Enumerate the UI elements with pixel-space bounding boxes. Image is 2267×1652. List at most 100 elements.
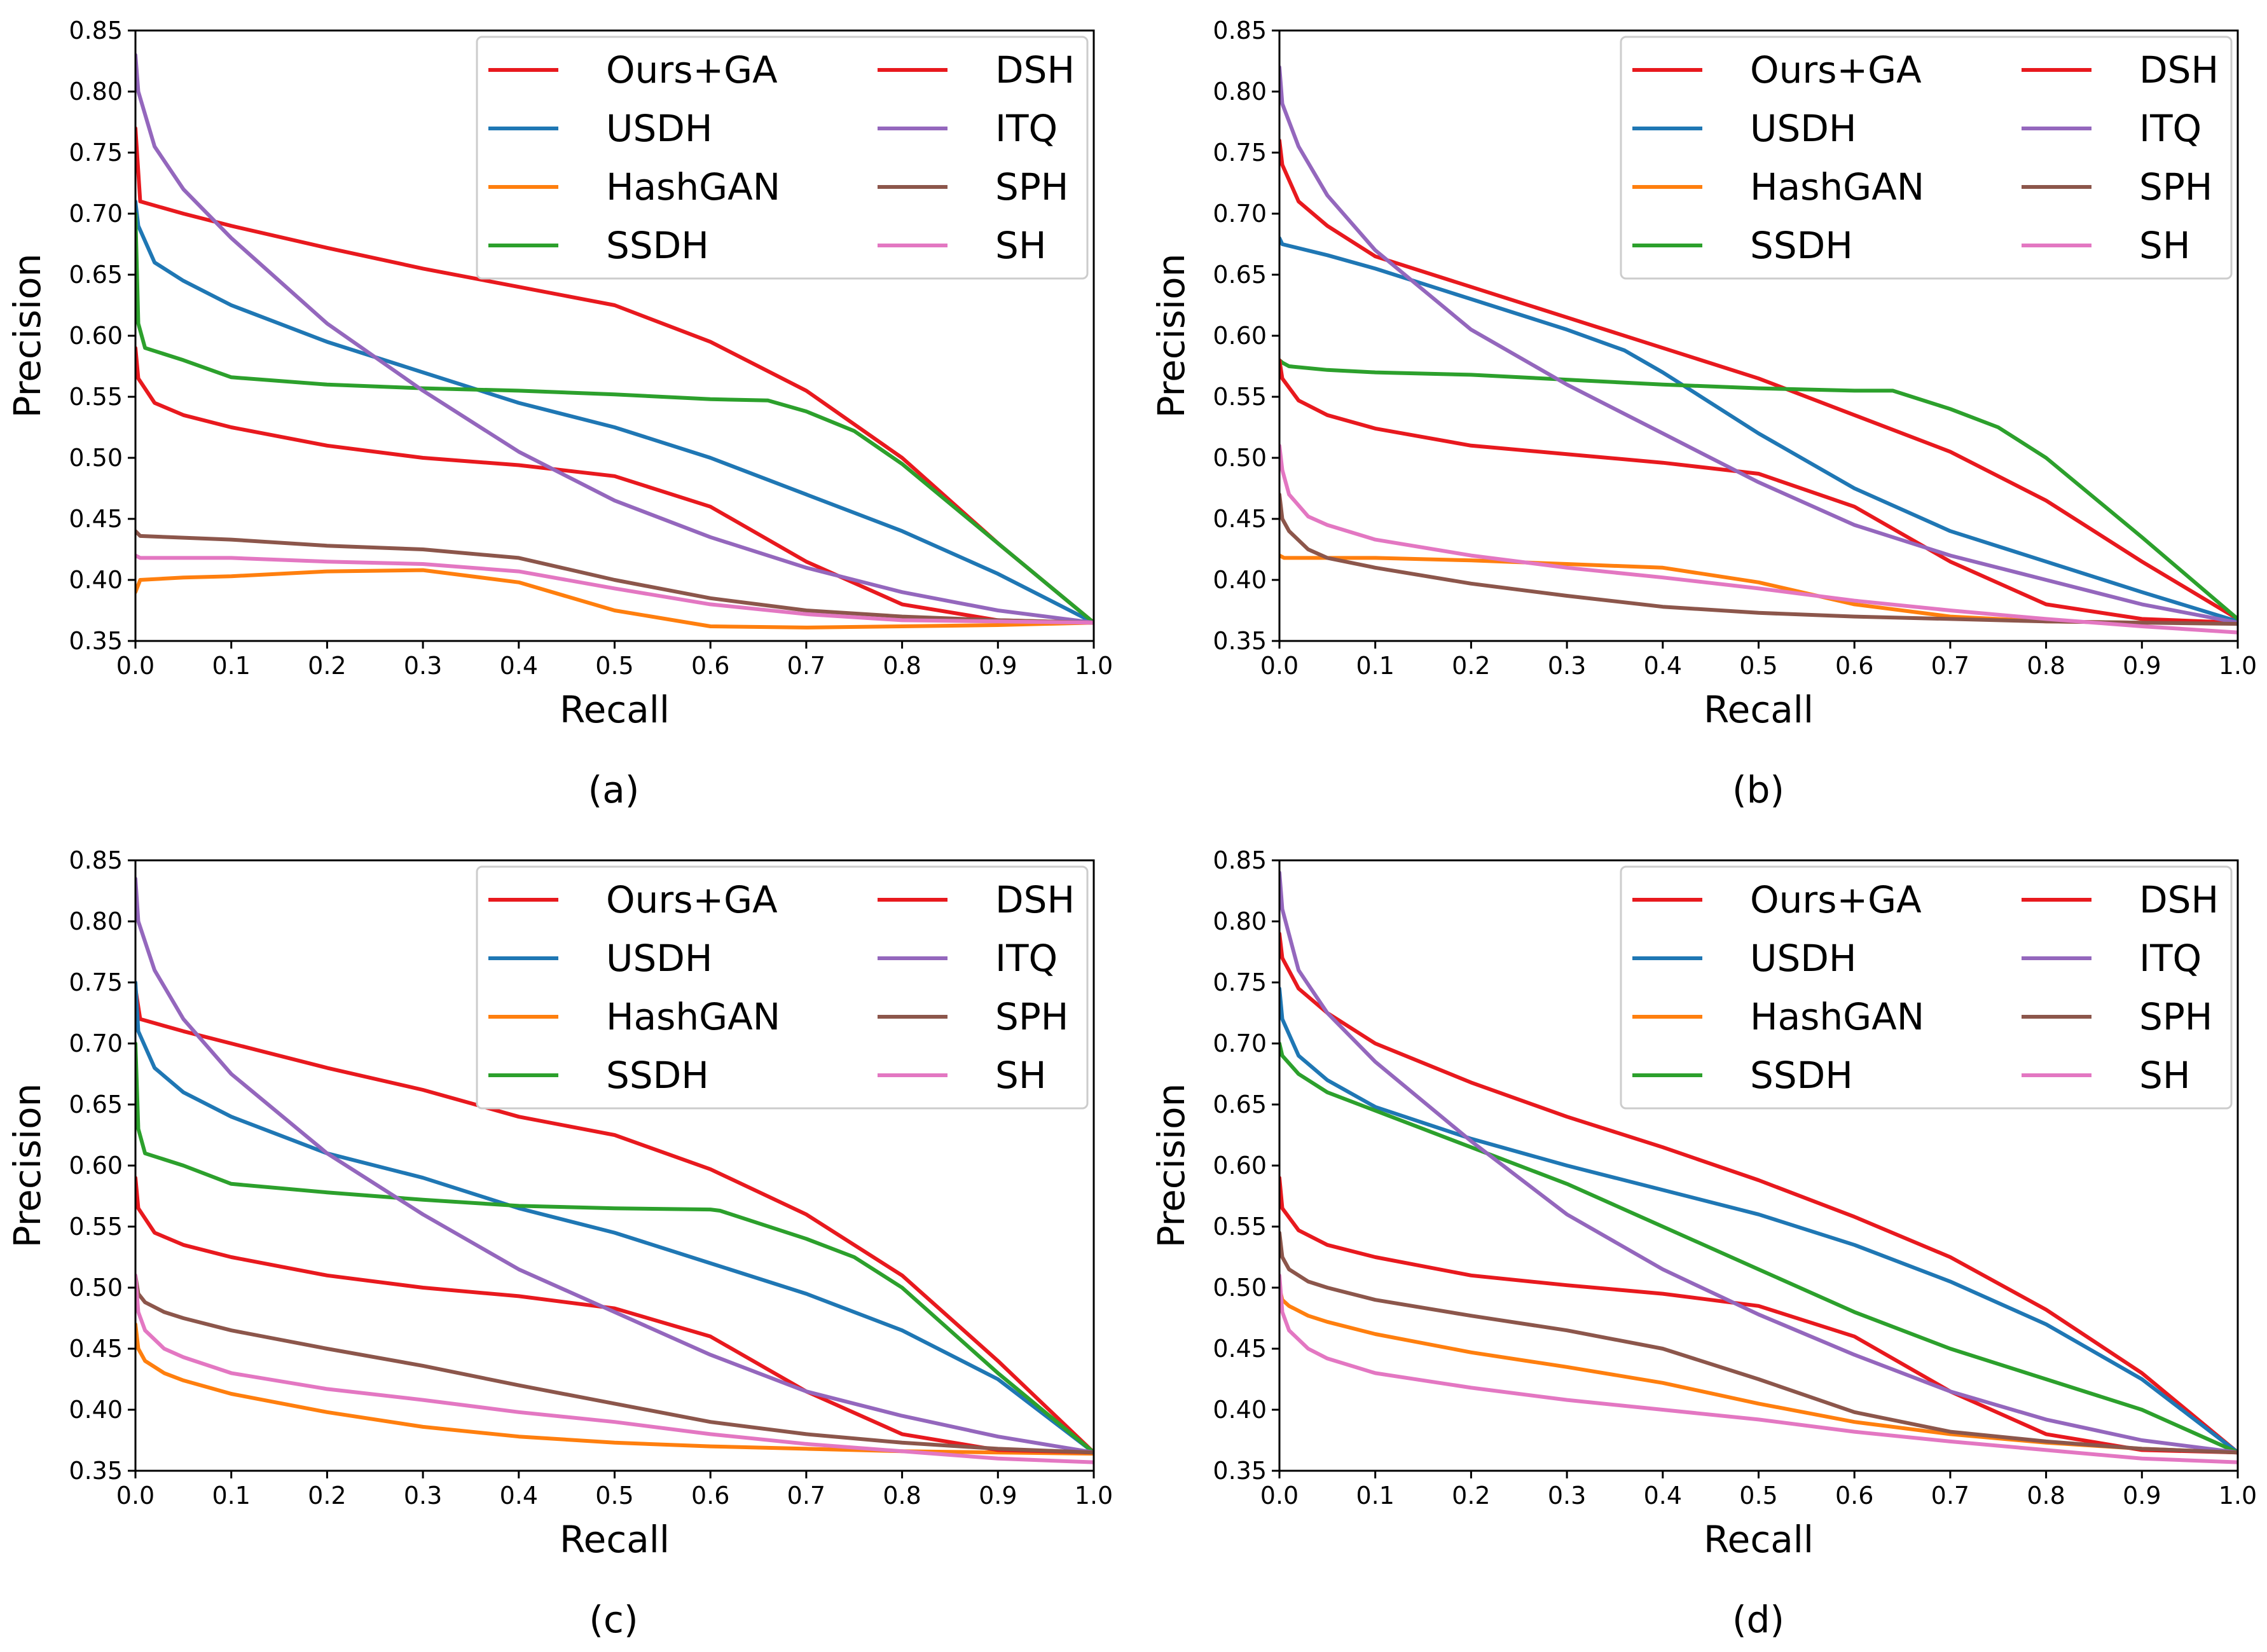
plot-frame: [1278, 859, 2239, 1472]
x-tick-label: 0.9: [2123, 652, 2161, 680]
legend-label: Ours+GA: [1750, 48, 1922, 92]
panel-caption: (c): [589, 1598, 638, 1641]
y-tick-label: 0.70: [69, 1029, 123, 1057]
x-axis-label: Recall: [560, 688, 670, 731]
plot-frame: [134, 859, 1095, 1472]
series-line-ssdh: [135, 212, 1094, 625]
x-tick-label: 0.3: [1548, 1482, 1586, 1510]
x-tick-label: 0.2: [308, 652, 346, 680]
series-lines: [1279, 871, 2238, 1464]
legend-label: Ours+GA: [606, 48, 778, 92]
y-tick-label: 0.70: [1213, 1029, 1267, 1057]
legend: Ours+GA USDH HashGAN SSDH DSH ITQ SPH SH: [476, 36, 1089, 280]
series-line-usdh: [1279, 986, 2238, 1455]
chart-panel-d: 0.0 0.1 0.2 0.3 0.4 0.5 0.6 0.7 0.8 0.9 1.0 0.35 0.4…: [1150, 846, 2257, 1641]
y-tick-label: 0.35: [69, 1457, 123, 1485]
series-line-ssdh: [1279, 1042, 2238, 1455]
y-tick-label: 0.50: [1213, 444, 1267, 472]
y-tick-label: 0.70: [69, 200, 123, 228]
x-tick-label: 1.0: [2219, 1482, 2257, 1510]
y-tick-label: 0.75: [1213, 968, 1267, 996]
legend-label: HashGAN: [606, 165, 780, 209]
legend-frame: [1620, 36, 2233, 280]
y-tick-label: 0.50: [69, 444, 123, 472]
y-tick-label: 0.65: [69, 261, 123, 289]
series-line-dsh: [135, 1176, 1094, 1455]
series-line-itq: [1279, 871, 2238, 1455]
series-lines: [1279, 65, 2238, 635]
legend-label: DSH: [2139, 878, 2219, 921]
x-tick-label: 0.4: [500, 652, 538, 680]
y-tick-label: 0.55: [1213, 1213, 1267, 1241]
y-tick-label: 0.50: [1213, 1274, 1267, 1302]
series-line-sh: [1279, 1273, 2238, 1464]
x-tick-label: 0.2: [1452, 652, 1490, 680]
x-tick-label: 0.5: [595, 1482, 633, 1510]
x-tick-label: 0.4: [1644, 1482, 1682, 1510]
y-axis-label: Precision: [1150, 1084, 1193, 1248]
y-axis-label: Precision: [1150, 254, 1193, 418]
x-axis-label: Recall: [560, 1518, 670, 1561]
series-lines: [135, 53, 1094, 630]
legend-label: SH: [2139, 224, 2190, 267]
legend: Ours+GA USDH HashGAN SSDH DSH ITQ SPH SH: [1620, 36, 2233, 280]
x-tick-label: 0.1: [212, 652, 250, 680]
legend-label: Ours+GA: [1750, 878, 1922, 921]
y-tick-label: 0.80: [1213, 78, 1267, 106]
x-tick-label: 0.8: [883, 1482, 921, 1510]
series-line-dsh: [1279, 358, 2238, 625]
y-tick-label: 0.75: [69, 968, 123, 996]
legend-label: HashGAN: [606, 995, 780, 1038]
y-tick-label: 0.45: [1213, 505, 1267, 533]
y-tick-label: 0.85: [1213, 846, 1267, 874]
x-tick-label: 0.3: [1548, 652, 1586, 680]
series-line-hashgan: [1279, 1286, 2238, 1455]
series-line-hashgan: [135, 568, 1094, 630]
y-tick-label: 0.60: [69, 322, 123, 350]
legend-label: DSH: [995, 48, 1075, 92]
y-tick-label: 0.85: [69, 846, 123, 874]
x-tick-label: 1.0: [1075, 1482, 1113, 1510]
x-axis-label: Recall: [1704, 688, 1814, 731]
legend-frame: [476, 36, 1089, 280]
legend-label: ITQ: [2139, 937, 2202, 980]
legend-label: SPH: [995, 165, 1068, 209]
legend-label: Ours+GA: [606, 878, 778, 921]
series-line-ours-ga: [135, 126, 1094, 625]
y-tick-label: 0.70: [1213, 200, 1267, 228]
series-line-ssdh: [135, 1042, 1094, 1455]
series-line-sph: [1279, 1230, 2238, 1455]
y-tick-label: 0.60: [1213, 322, 1267, 350]
x-tick-label: 0.9: [979, 1482, 1017, 1510]
series-line-dsh: [135, 346, 1094, 625]
series-line-ours-ga: [1279, 138, 2238, 621]
chart-panel-c: 0.0 0.1 0.2 0.3 0.4 0.5 0.6 0.7 0.8 0.9 1.0 0.35 0.4…: [6, 846, 1113, 1641]
legend-label: ITQ: [2139, 107, 2202, 150]
x-tick-label: 0.6: [1835, 1482, 1873, 1510]
y-tick-label: 0.65: [1213, 261, 1267, 289]
panel-caption: (d): [1732, 1598, 1784, 1641]
series-line-itq: [1279, 65, 2238, 625]
series-line-ours-ga: [1279, 932, 2238, 1455]
y-tick-label: 0.60: [1213, 1152, 1267, 1180]
x-tick-label: 0.9: [2123, 1482, 2161, 1510]
legend-label: DSH: [995, 878, 1075, 921]
y-tick-label: 0.45: [69, 1335, 123, 1363]
series-line-itq: [135, 876, 1094, 1455]
x-tick-label: 0.7: [787, 1482, 825, 1510]
x-tick-label: 1.0: [2219, 652, 2257, 680]
y-tick-label: 0.40: [1213, 1396, 1267, 1424]
x-tick-label: 0.8: [2027, 1482, 2065, 1510]
x-tick-label: 0.2: [308, 1482, 346, 1510]
legend-label: SSDH: [1750, 1054, 1853, 1097]
x-tick-label: 0.6: [691, 1482, 729, 1510]
y-tick-label: 0.55: [69, 1213, 123, 1241]
chart-panel-b: 0.0 0.1 0.2 0.3 0.4 0.5 0.6 0.7 0.8 0.9 1.0 0.35 0.4…: [1150, 17, 2257, 811]
x-tick-label: 0.3: [404, 652, 442, 680]
x-tick-label: 0.5: [595, 652, 633, 680]
y-tick-label: 0.65: [1213, 1091, 1267, 1119]
x-tick-label: 0.5: [1739, 1482, 1777, 1510]
legend-label: SH: [995, 1054, 1046, 1097]
y-tick-label: 0.45: [1213, 1335, 1267, 1363]
